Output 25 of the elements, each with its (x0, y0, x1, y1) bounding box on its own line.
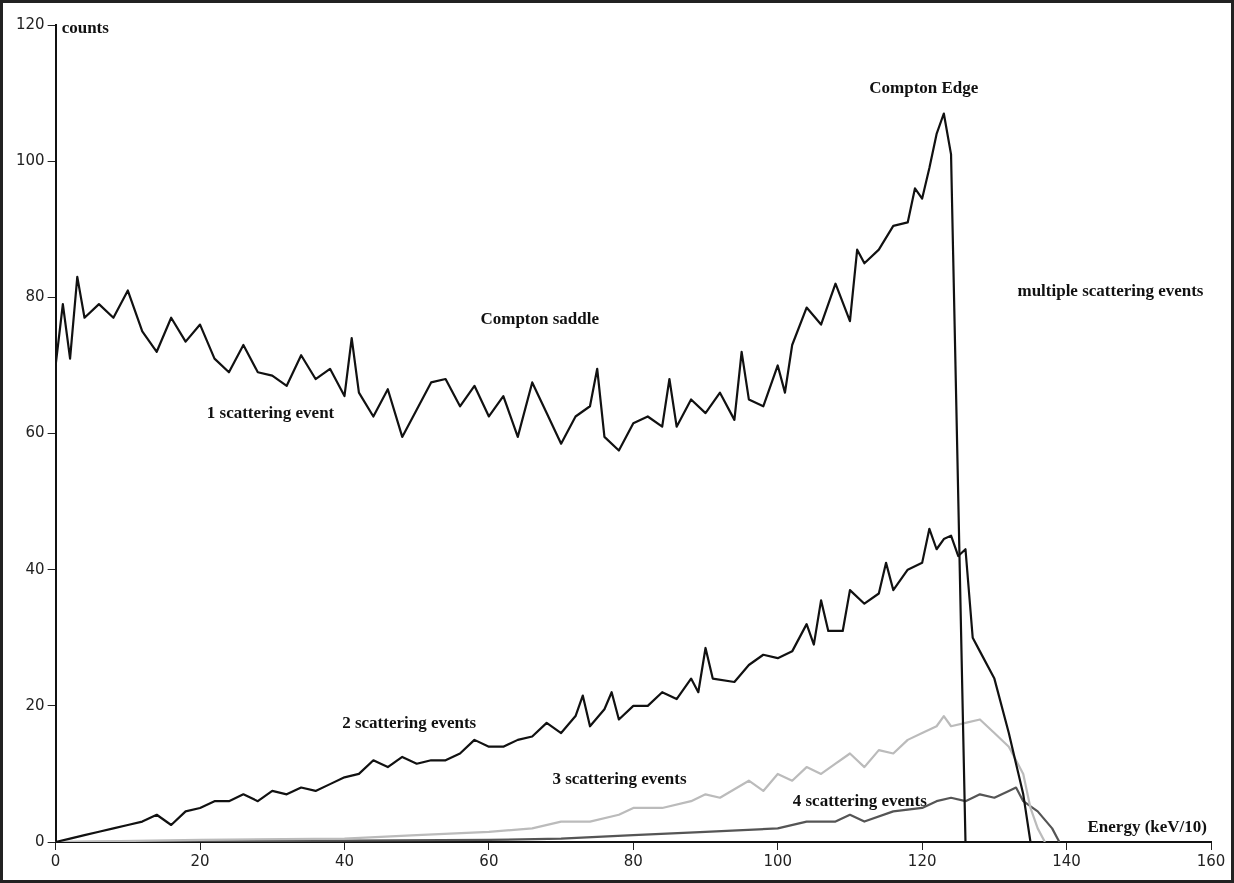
x-tick-label: 120 (907, 851, 937, 870)
annotation: Compton saddle (480, 309, 600, 329)
annotation: multiple scattering events (1017, 280, 1204, 300)
y-tick-label: 100 (15, 151, 45, 170)
x-tick-label: 60 (479, 851, 499, 870)
annotation: Compton Edge (869, 77, 979, 97)
x-tick-label: 80 (623, 851, 643, 870)
y-tick-label: 120 (15, 14, 45, 33)
y-axis-title: counts (61, 18, 110, 38)
y-tick-label: 20 (25, 695, 45, 714)
x-tick-label: 20 (190, 851, 210, 870)
x-tick-label: 100 (763, 851, 793, 870)
y-tick-label: 0 (35, 831, 45, 850)
y-tick-label: 60 (25, 423, 45, 442)
x-tick-label: 40 (334, 851, 355, 870)
x-tick-label: 140 (1052, 851, 1081, 870)
series-label: 2 scattering events (342, 712, 477, 732)
series-label: 3 scattering events (552, 769, 687, 789)
x-tick-label: 0 (50, 851, 61, 870)
series-label: 4 scattering events (792, 791, 928, 811)
series-label: 1 scattering event (206, 403, 335, 423)
y-tick-label: 80 (25, 287, 45, 306)
x-tick-label: 160 (1196, 851, 1226, 870)
x-axis-title: Energy (keV/10) (1087, 817, 1207, 837)
y-tick-label: 40 (25, 559, 45, 578)
